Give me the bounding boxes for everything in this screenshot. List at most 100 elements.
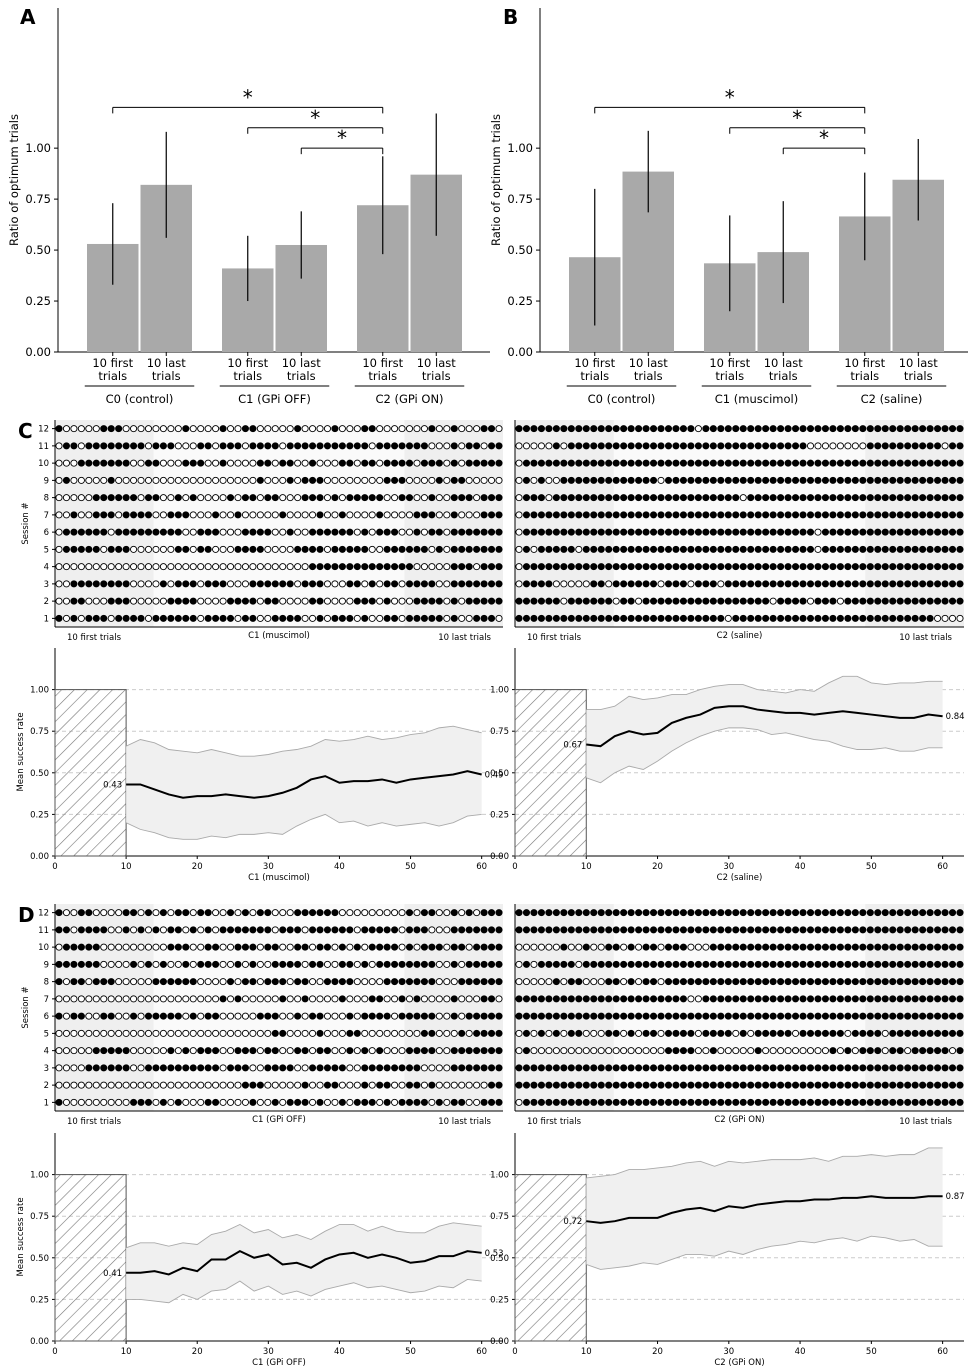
trial-success [769,476,777,484]
trial-success [152,494,160,502]
group-label: C1 (GPi OFF) [238,392,311,406]
trial-failure [107,1081,115,1089]
trial-failure [130,1029,138,1037]
trial-success [458,563,466,571]
trial-success [309,960,317,968]
trial-success [100,528,108,536]
trial-success [383,960,391,968]
trial-success [792,1064,800,1072]
trial-failure [249,1064,257,1072]
trial-failure [567,943,575,951]
trial-failure [152,1081,160,1089]
mean-line [586,705,943,748]
trial-failure [294,1081,302,1089]
trial-success [732,909,740,917]
trial-failure [85,597,93,605]
trial-success [383,597,391,605]
trial-success [635,442,643,450]
panel-label-b: B [503,5,518,29]
trial-success [522,476,531,484]
trial-failure [391,511,399,519]
trial-success [522,1081,531,1089]
trial-success [956,476,964,484]
trial-failure [458,909,466,917]
trial-failure [465,1029,473,1037]
trial-failure [204,494,212,502]
trial-success [413,1064,421,1072]
trial-success [458,978,466,986]
trial-success [376,1064,384,1072]
trial-success [649,545,658,553]
trial-failure [346,909,354,917]
trial-success [605,563,613,571]
x-tick-label: 10 first [844,356,885,370]
trial-failure [100,545,108,553]
trial-failure [567,1047,575,1055]
trial-failure [204,511,212,519]
trial-failure [286,943,294,951]
trial-success [212,511,220,519]
trial-success [919,442,927,450]
trial-success [889,459,897,467]
trial-success [70,442,78,450]
trial-failure [398,909,406,917]
trial-success [627,425,635,433]
trial-success [814,511,822,519]
trial-success [806,614,815,622]
y-tick-label: 0.50 [30,1254,49,1264]
trial-failure [635,943,643,951]
trial-failure [428,545,436,553]
trial-success [480,545,488,553]
trial-success [582,494,590,502]
trial-success [241,926,249,934]
trial-failure [450,978,458,986]
trial-success [115,614,123,622]
trial-failure [212,1081,220,1089]
trial-success [739,459,747,467]
trial-success [338,528,346,536]
trial-failure [286,425,294,433]
trial-success [799,1029,807,1037]
trial-success [859,494,867,502]
trial-failure [515,1098,523,1106]
trial-success [784,1012,792,1020]
trial-success [234,995,242,1003]
significance-star: * [792,106,802,130]
end-value-label: 0.87 [946,1192,965,1202]
trial-success [70,545,78,553]
trial-success [777,1029,785,1037]
trial-success [495,494,503,502]
trial-success [85,926,93,934]
trial-success [286,580,294,588]
x-tick-label: trials [769,369,798,383]
trial-failure [465,995,473,1003]
trial-success [152,1064,160,1072]
trial-success [435,614,443,622]
trial-failure [353,459,361,467]
trial-success [55,614,63,622]
trial-success [956,960,964,968]
trial-success [739,1098,747,1106]
trial-failure [799,1047,807,1055]
trial-failure [197,425,205,433]
trial-success [866,909,874,917]
trial-failure [376,1029,384,1037]
trial-success [806,1064,815,1072]
trial-success [620,459,628,467]
trial-success [919,580,927,588]
end-value-label: 0.49 [485,770,504,780]
trial-success [182,960,190,968]
trial-failure [702,943,710,951]
trial-success [672,563,680,571]
trial-success [450,545,458,553]
trial-success [130,494,138,502]
trial-failure [465,1081,473,1089]
trial-success [605,978,613,986]
trial-failure [62,597,71,605]
trial-success [575,1029,583,1037]
trial-success [361,614,369,622]
trial-failure [575,960,583,968]
trial-success [784,459,792,467]
trial-success [376,995,384,1003]
trial-success [709,442,717,450]
